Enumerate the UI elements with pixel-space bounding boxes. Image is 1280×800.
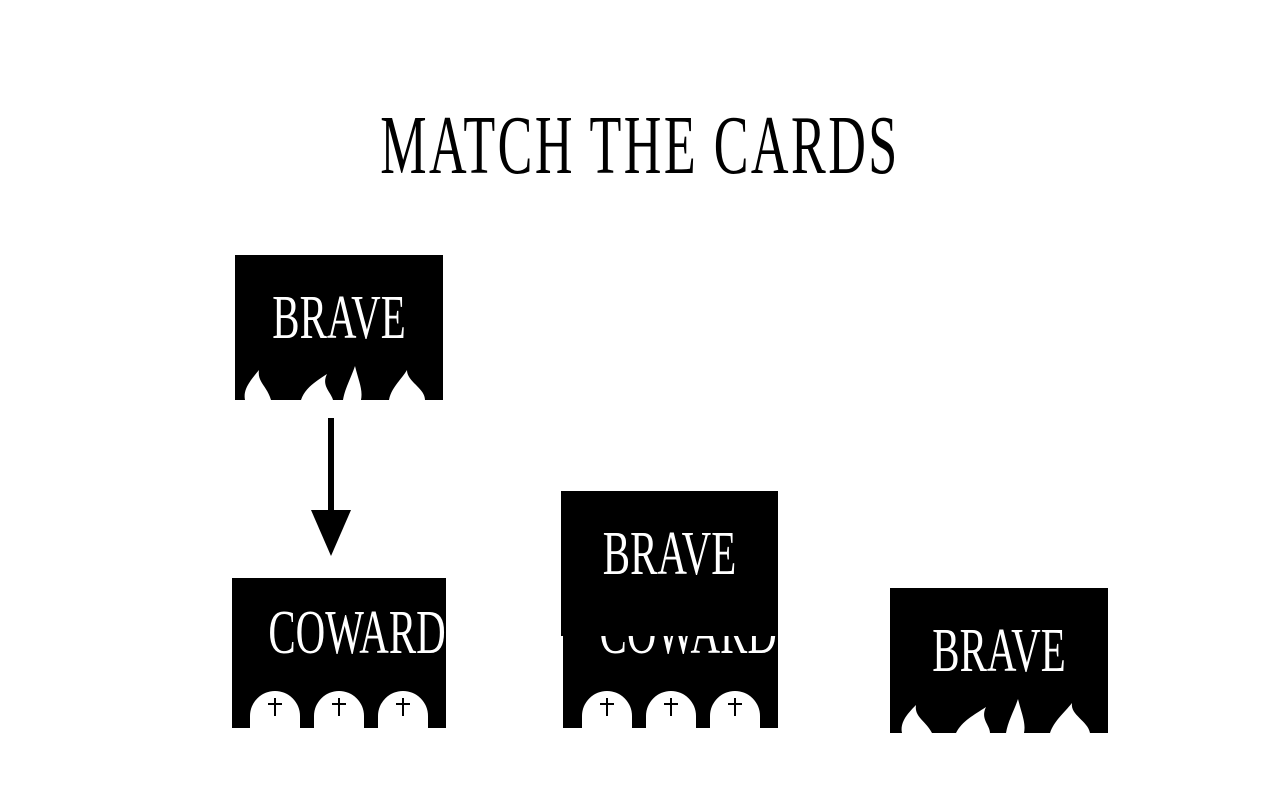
game-title: MATCH THE CARDS	[380, 99, 900, 192]
card-brave-right[interactable]: BRAVE	[890, 588, 1108, 733]
tombstones-icon	[250, 691, 428, 728]
card-label: COWARD	[268, 599, 446, 667]
card-stacked-front[interactable]: BRAVE	[561, 491, 778, 636]
flames-icon	[244, 366, 425, 400]
card-label: BRAVE	[602, 520, 737, 588]
card-coward-target[interactable]: COWARD	[232, 578, 446, 728]
tombstones-icon	[582, 691, 760, 728]
arrow-down-icon	[311, 418, 351, 556]
flames-icon	[901, 699, 1090, 733]
card-label: BRAVE	[272, 284, 406, 352]
card-brave-source[interactable]: BRAVE	[235, 255, 443, 400]
card-label: BRAVE	[932, 617, 1066, 685]
